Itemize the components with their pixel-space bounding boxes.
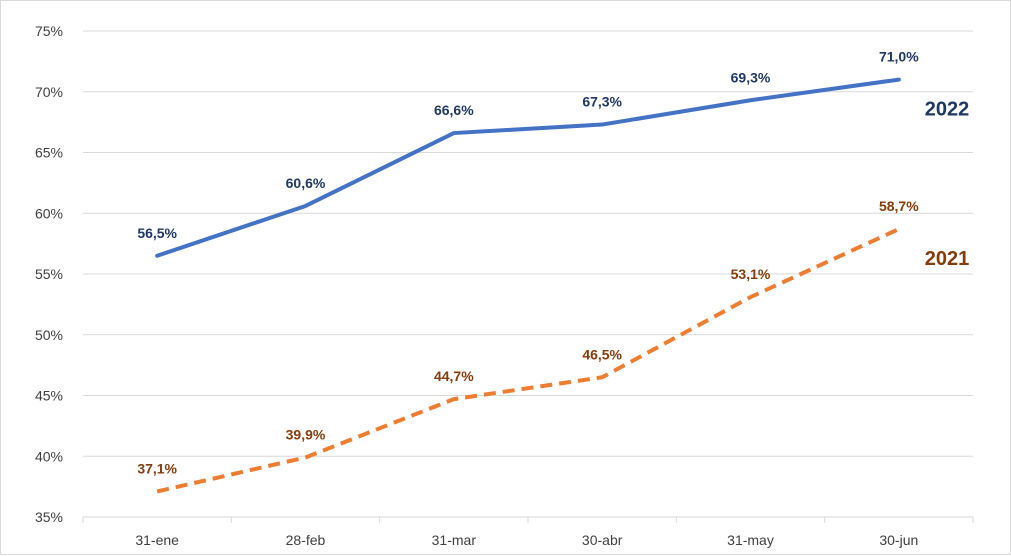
y-tick-label: 65%	[35, 145, 63, 161]
data-label: 60,6%	[286, 175, 326, 191]
data-label: 56,5%	[137, 225, 177, 241]
y-tick-label: 35%	[35, 509, 63, 525]
data-label: 69,3%	[731, 69, 771, 85]
data-label: 46,5%	[582, 346, 622, 362]
data-label: 39,9%	[286, 426, 326, 442]
series-line-2022	[155, 77, 901, 258]
y-tick-label: 50%	[35, 327, 63, 343]
y-tick-label: 60%	[35, 205, 63, 221]
data-labels: 56,5% 60,6% 66,6% 67,3% 69,3% 71,0% 2022 37,1% 3…	[137, 49, 969, 477]
y-tick-label: 55%	[35, 266, 63, 282]
gridlines	[83, 30, 973, 457]
y-axis: 35% 40% 45% 50% 55% 60% 65% 70% 75%	[35, 23, 63, 525]
x-tick-label: 28-feb	[286, 532, 326, 548]
series-name-label: 2021	[925, 248, 970, 270]
y-tick-label: 45%	[35, 388, 63, 404]
data-label: 44,7%	[434, 368, 474, 384]
x-tick-label: 31-ene	[135, 532, 179, 548]
data-label: 58,7%	[879, 198, 919, 214]
series-name-label: 2022	[925, 99, 970, 121]
y-tick-label: 70%	[35, 84, 63, 100]
data-label: 67,3%	[582, 94, 622, 110]
x-tick-label: 30-abr	[582, 532, 623, 548]
x-tick-label: 31-mar	[432, 532, 477, 548]
x-axis-ticks: 31-ene 28-feb 31-mar 30-abr 31-may 30-jun	[135, 532, 918, 548]
x-axis	[82, 516, 974, 523]
series-line-2021	[156, 227, 900, 494]
data-label: 66,6%	[434, 102, 474, 118]
series-lines	[155, 77, 901, 494]
data-label: 53,1%	[731, 266, 771, 282]
y-tick-label: 75%	[35, 23, 63, 39]
x-tick-label: 30-jun	[879, 532, 918, 548]
data-label: 71,0%	[879, 49, 919, 65]
x-tick-label: 31-may	[727, 532, 774, 548]
y-tick-label: 40%	[35, 448, 63, 464]
data-label: 37,1%	[137, 460, 177, 476]
